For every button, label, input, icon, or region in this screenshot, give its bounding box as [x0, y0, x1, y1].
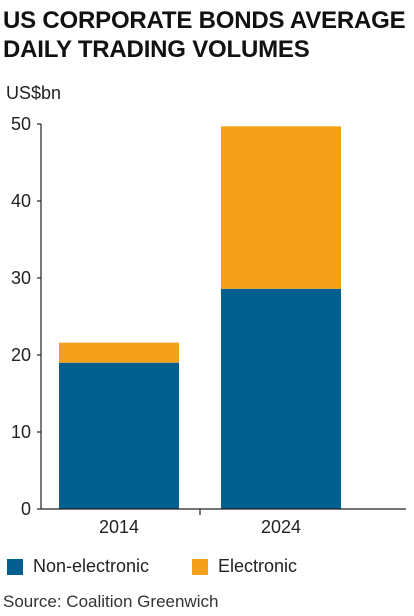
bar-2024-electronic: [221, 126, 341, 289]
y-tick-label-10: 10: [11, 422, 31, 442]
chart-title: US CORPORATE BONDS AVERAGE DAILY TRADING…: [3, 6, 408, 64]
chart-title-line-2: DAILY TRADING VOLUMES: [3, 36, 310, 63]
legend-label-non-electronic: Non-electronic: [33, 556, 150, 576]
y-tick-label-40: 40: [11, 191, 31, 211]
legend-item-electronic: Electronic: [192, 556, 297, 577]
bar-2024-non-electronic: [221, 288, 341, 509]
y-tick-label-50: 50: [11, 114, 31, 134]
y-tick-label-30: 30: [11, 268, 31, 288]
legend-label-electronic: Electronic: [218, 556, 298, 576]
x-tick-label-2024: 2024: [261, 517, 301, 537]
legend-item-non-electronic: Non-electronic: [7, 556, 149, 577]
bar-2014-electronic: [59, 342, 179, 363]
y-tick-label-20: 20: [11, 345, 31, 365]
legend: Non-electronic Electronic: [0, 556, 414, 582]
x-tick-label-2014: 2014: [99, 517, 139, 537]
source-note: Source: Coalition Greenwich: [3, 592, 219, 611]
legend-swatch-electronic: [192, 558, 208, 575]
chart-title-line-1: US CORPORATE BONDS AVERAGE: [3, 7, 406, 34]
y-tick-label-0: 0: [21, 499, 31, 519]
y-axis-unit-label: US$bn: [6, 83, 62, 103]
legend-swatch-non-electronic: [7, 558, 23, 575]
bar-2014-non-electronic: [59, 362, 179, 509]
